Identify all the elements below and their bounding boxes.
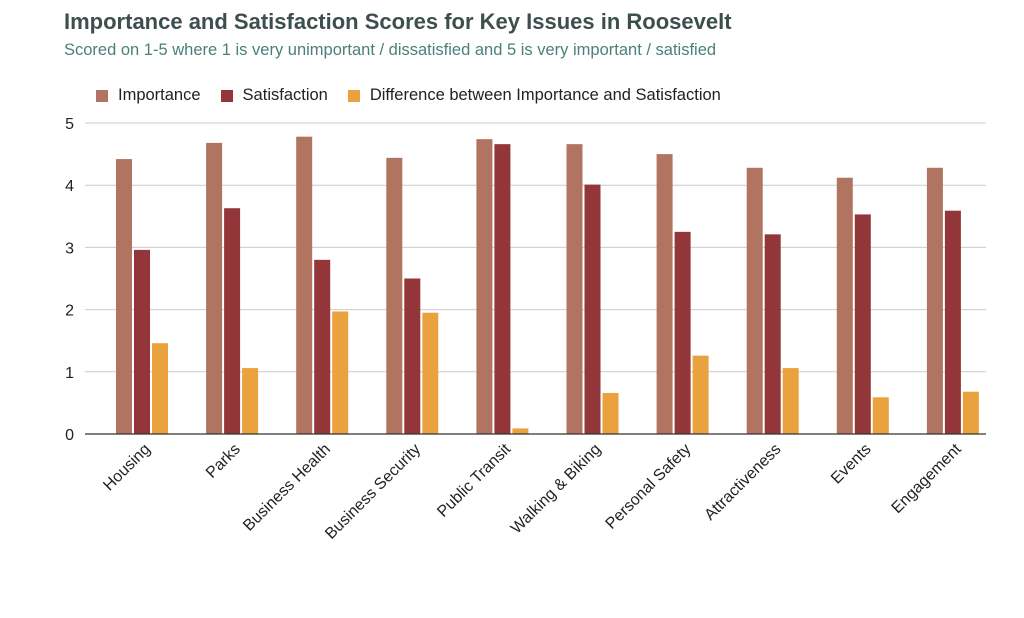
bar-importance bbox=[656, 154, 673, 434]
bar-difference bbox=[242, 368, 259, 434]
legend-label-importance: Importance bbox=[118, 86, 201, 104]
bar-importance bbox=[926, 167, 943, 434]
x-tick-label: Public Transit bbox=[434, 440, 514, 520]
bar-satisfaction bbox=[854, 214, 871, 434]
x-tick-label: Personal Safety bbox=[603, 441, 695, 533]
legend-label-satisfaction: Satisfaction bbox=[242, 86, 328, 104]
legend-swatch-satisfaction bbox=[220, 89, 233, 102]
bar-difference bbox=[512, 428, 529, 434]
bar-importance bbox=[116, 159, 132, 435]
y-tick-label: 4 bbox=[65, 178, 74, 195]
legend-label-difference: Difference between Importance and Satisf… bbox=[369, 86, 721, 104]
bar-satisfaction bbox=[134, 249, 150, 434]
bar-importance bbox=[566, 144, 583, 434]
bar-satisfaction bbox=[404, 278, 421, 434]
bar-importance bbox=[206, 142, 223, 435]
bar-satisfaction bbox=[584, 184, 601, 434]
bar-importance bbox=[296, 136, 313, 434]
bar-difference bbox=[152, 343, 168, 434]
bar-difference bbox=[962, 391, 979, 434]
x-tick-label: Engagement bbox=[889, 440, 966, 517]
legend-item-satisfaction: Satisfaction bbox=[220, 86, 328, 105]
bar-difference bbox=[782, 368, 799, 434]
bar-importance bbox=[836, 177, 853, 434]
bar-difference bbox=[872, 397, 889, 434]
bar-importance bbox=[386, 157, 403, 434]
bar-satisfaction bbox=[494, 144, 511, 434]
bar-importance bbox=[476, 139, 493, 434]
bar-satisfaction bbox=[674, 231, 691, 434]
y-tick-label: 5 bbox=[65, 116, 74, 133]
x-tick-label: Walking & Biking bbox=[508, 441, 604, 537]
y-tick-label: 2 bbox=[65, 303, 74, 320]
chart-legend: Importance Satisfaction Difference betwe… bbox=[96, 86, 741, 105]
bar-satisfaction bbox=[764, 234, 781, 434]
legend-item-importance: Importance bbox=[96, 86, 201, 105]
legend-swatch-difference bbox=[347, 89, 360, 102]
bar-satisfaction bbox=[224, 208, 241, 434]
legend-item-difference: Difference between Importance and Satisf… bbox=[347, 86, 721, 105]
bar-importance bbox=[746, 167, 763, 434]
chart-subtitle: Scored on 1-5 where 1 is very unimportan… bbox=[64, 41, 717, 59]
y-tick-label: 0 bbox=[65, 427, 74, 444]
bar-difference bbox=[332, 311, 349, 434]
x-tick-label: Events bbox=[828, 441, 875, 488]
chart-title: Importance and Satisfaction Scores for K… bbox=[64, 9, 732, 34]
bar-difference bbox=[422, 312, 439, 434]
y-tick-label: 3 bbox=[65, 240, 74, 257]
bar-difference bbox=[692, 355, 709, 434]
bar-satisfaction bbox=[314, 259, 331, 434]
x-tick-label: Parks bbox=[203, 441, 244, 482]
x-tick-label: Business Health bbox=[240, 441, 334, 535]
legend-swatch-importance bbox=[96, 89, 108, 102]
x-tick-label: Attractiveness bbox=[701, 441, 784, 524]
bar-difference bbox=[602, 392, 619, 434]
x-tick-label: Business Security bbox=[322, 441, 424, 543]
bar-satisfaction bbox=[944, 210, 961, 434]
x-tick-label: Housing bbox=[100, 441, 154, 495]
y-tick-label: 1 bbox=[65, 365, 74, 382]
